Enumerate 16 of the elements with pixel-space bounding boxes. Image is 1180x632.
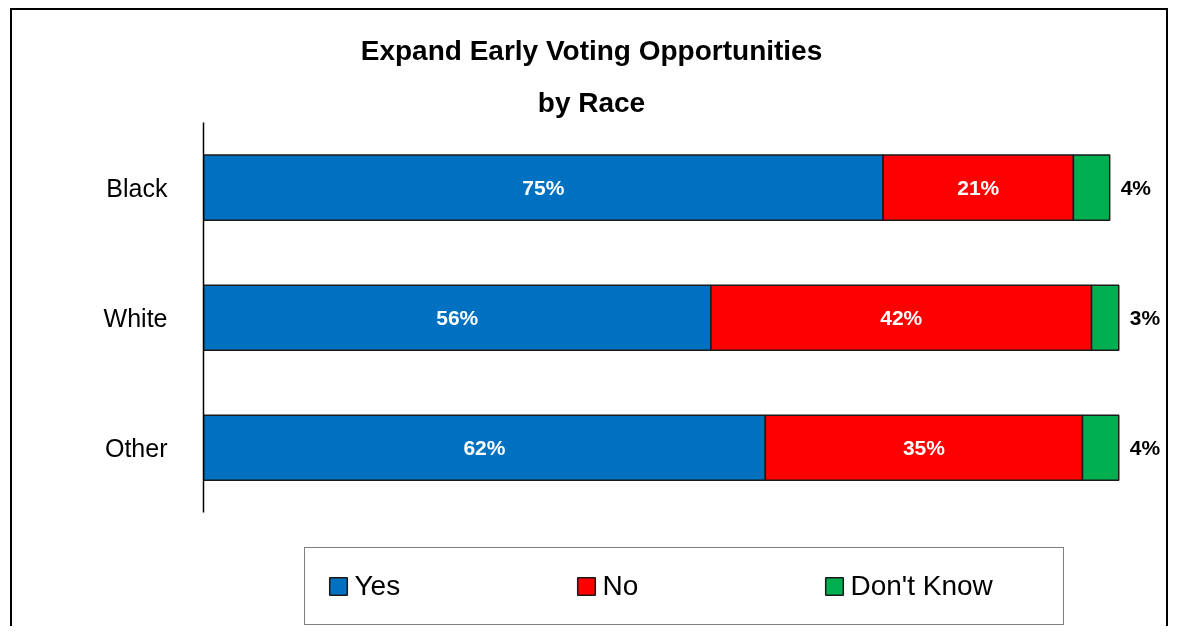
legend-label: Yes — [354, 570, 402, 602]
y-tick-label: Black — [106, 173, 168, 202]
data-label: 4% — [1129, 436, 1161, 460]
y-tick-label: Other — [104, 433, 168, 462]
data-label: 42% — [880, 306, 923, 330]
data-label: 3% — [1129, 306, 1161, 330]
data-label: 35% — [902, 436, 946, 460]
y-tick-label: White — [103, 303, 168, 332]
legend-label: No — [602, 570, 640, 602]
data-label: 21% — [957, 176, 1000, 200]
data-label: 56% — [436, 306, 479, 330]
chart-title: Expand Early Voting Opportunities by Race — [360, 34, 823, 118]
legend-label: Don't Know — [850, 570, 994, 602]
data-label: 75% — [522, 176, 565, 200]
data-label: 62% — [463, 436, 506, 460]
data-label: 4% — [1120, 176, 1152, 200]
